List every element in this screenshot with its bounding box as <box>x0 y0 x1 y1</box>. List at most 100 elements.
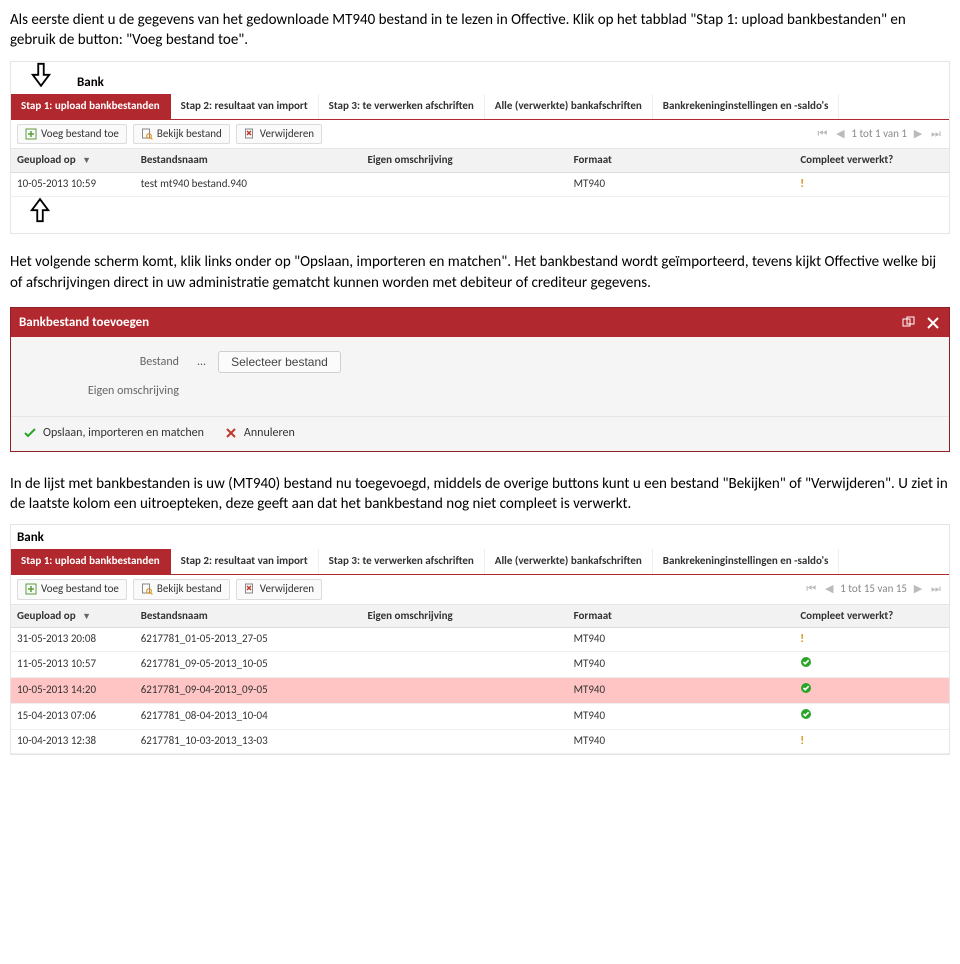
delete-file-button[interactable]: Verwijderen <box>236 124 322 145</box>
pager-first-icon[interactable]: ⏮ <box>804 582 818 596</box>
cell-complete: ! <box>794 628 949 652</box>
pager-first-icon[interactable]: ⏮ <box>815 127 829 141</box>
plus-icon <box>25 583 37 595</box>
tab2-settings[interactable]: Bankrekeninginstellingen en -saldo's <box>653 549 840 574</box>
add-file-button-2[interactable]: Voeg bestand toe <box>17 579 127 600</box>
document-search-icon <box>141 583 153 595</box>
cell-omschr <box>361 652 567 678</box>
pager-prev-icon[interactable]: ◀ <box>833 127 847 141</box>
bank-section-title-2: Bank <box>11 525 949 549</box>
tab2-all[interactable]: Alle (verwerkte) bankafschriften <box>485 549 653 574</box>
intro-paragraph-1: Als eerste dient u de gegevens van het g… <box>10 10 950 51</box>
pager-last-icon[interactable]: ⏭ <box>929 582 943 596</box>
bank-section-title: Bank <box>71 70 110 94</box>
maximize-icon[interactable] <box>901 315 917 331</box>
col-geupload[interactable]: Geupload op ▼ <box>11 149 135 172</box>
check-circle-icon <box>800 658 812 671</box>
cell-format: MT940 <box>568 173 795 197</box>
files-table: Geupload op ▼ Bestandsnaam Eigen omschri… <box>11 149 949 197</box>
cell-format: MT940 <box>568 678 795 704</box>
cell-name: 6217781_10-03-2013_13-03 <box>135 729 362 753</box>
table-row[interactable]: 10-04-2013 12:386217781_10-03-2013_13-03… <box>11 729 949 753</box>
add-file-label: Voeg bestand toe <box>41 127 119 142</box>
col-bestandsnaam[interactable]: Bestandsnaam <box>135 149 362 172</box>
table-row[interactable]: 11-05-2013 10:576217781_09-05-2013_10-05… <box>11 652 949 678</box>
document-search-icon <box>141 128 153 140</box>
label-bestand: Bestand <box>27 354 197 370</box>
tab2-step3[interactable]: Stap 3: te verwerken afschriften <box>319 549 485 574</box>
save-import-match-button[interactable]: Opslaan, importeren en matchen <box>23 425 204 441</box>
pager-text: 1 tot 1 van 1 <box>851 127 907 142</box>
tab-settings[interactable]: Bankrekeninginstellingen en -saldo's <box>653 94 840 119</box>
cancel-button[interactable]: Annuleren <box>224 425 295 441</box>
cell-complete <box>794 652 949 678</box>
dialog-body: Bestand ... Selecteer bestand Eigen omsc… <box>11 337 949 415</box>
arrow-up-icon <box>29 197 51 223</box>
cancel-label: Annuleren <box>244 425 295 441</box>
cell-complete <box>794 678 949 704</box>
tab-strip: Stap 1: upload bankbestanden Stap 2: res… <box>11 94 949 120</box>
cell-omschr <box>361 703 567 729</box>
tab2-step1[interactable]: Stap 1: upload bankbestanden <box>11 549 171 574</box>
exclamation-icon: ! <box>800 177 804 190</box>
col-formaat[interactable]: Formaat <box>568 149 795 172</box>
table-row[interactable]: 10-05-2013 14:206217781_09-04-2013_09-05… <box>11 678 949 704</box>
cell-date: 31-05-2013 20:08 <box>11 628 135 652</box>
table-row[interactable]: 10-05-2013 10:59 test mt940 bestand.940 … <box>11 173 949 197</box>
view-file-label: Bekijk bestand <box>157 582 222 597</box>
cell-omschr <box>361 173 567 197</box>
select-file-button[interactable]: Selecteer bestand <box>218 351 341 373</box>
view-file-button-2[interactable]: Bekijk bestand <box>133 579 230 600</box>
col2-formaat[interactable]: Formaat <box>568 605 795 628</box>
pager-prev-icon[interactable]: ◀ <box>822 582 836 596</box>
screenshot-bank-step1-filled: Bank Stap 1: upload bankbestanden Stap 2… <box>10 524 950 754</box>
table-row[interactable]: 15-04-2013 07:066217781_08-04-2013_10-04… <box>11 703 949 729</box>
pager-text-2: 1 tot 15 van 15 <box>840 582 907 597</box>
intro-paragraph-2: Het volgende scherm komt, klik links ond… <box>10 252 950 293</box>
cell-date: 10-05-2013 10:59 <box>17 177 96 190</box>
col2-compleet[interactable]: Compleet verwerkt? <box>794 605 949 628</box>
delete-file-label: Verwijderen <box>260 582 314 597</box>
cell-format: MT940 <box>568 729 795 753</box>
label-omschrijving: Eigen omschrijving <box>27 383 197 399</box>
cell-omschr <box>361 628 567 652</box>
pager: ⏮ ◀ 1 tot 1 van 1 ▶ ⏭ <box>815 127 943 142</box>
add-file-button[interactable]: Voeg bestand toe <box>17 124 127 145</box>
view-file-label: Bekijk bestand <box>157 127 222 142</box>
bestand-value: ... <box>197 354 206 370</box>
plus-icon <box>25 128 37 140</box>
delete-file-label: Verwijderen <box>260 127 314 142</box>
delete-file-button-2[interactable]: Verwijderen <box>236 579 322 600</box>
col2-geupload-label: Geupload op <box>17 609 76 622</box>
pager-next-icon[interactable]: ▶ <box>911 127 925 141</box>
cell-date: 11-05-2013 10:57 <box>11 652 135 678</box>
cell-omschr <box>361 729 567 753</box>
delete-icon <box>244 583 256 595</box>
cell-name: test mt940 bestand.940 <box>135 173 362 197</box>
close-icon[interactable] <box>925 315 941 331</box>
col2-geupload[interactable]: Geupload op ▼ <box>11 605 135 628</box>
dialog-title: Bankbestand toevoegen <box>19 314 149 332</box>
tab-step3[interactable]: Stap 3: te verwerken afschriften <box>319 94 485 119</box>
tab-all[interactable]: Alle (verwerkte) bankafschriften <box>485 94 653 119</box>
cell-name: 6217781_09-05-2013_10-05 <box>135 652 362 678</box>
col-compleet[interactable]: Compleet verwerkt? <box>794 149 949 172</box>
view-file-button[interactable]: Bekijk bestand <box>133 124 230 145</box>
cell-complete <box>794 703 949 729</box>
pager-next-icon[interactable]: ▶ <box>911 582 925 596</box>
col2-omschrijving[interactable]: Eigen omschrijving <box>361 605 567 628</box>
cell-complete: ! <box>794 729 949 753</box>
tab2-step2[interactable]: Stap 2: resultaat van import <box>171 549 319 574</box>
table-row[interactable]: 31-05-2013 20:086217781_01-05-2013_27-05… <box>11 628 949 652</box>
dialog-actions: Opslaan, importeren en matchen Annuleren <box>11 416 949 451</box>
tab-step1[interactable]: Stap 1: upload bankbestanden <box>11 94 171 119</box>
sort-desc-icon: ▼ <box>82 155 91 166</box>
tab-step2[interactable]: Stap 2: resultaat van import <box>171 94 319 119</box>
save-import-match-label: Opslaan, importeren en matchen <box>43 425 204 441</box>
col-omschrijving[interactable]: Eigen omschrijving <box>361 149 567 172</box>
exclamation-icon: ! <box>800 734 804 747</box>
col2-bestandsnaam[interactable]: Bestandsnaam <box>135 605 362 628</box>
pager-last-icon[interactable]: ⏭ <box>929 127 943 141</box>
cell-name: 6217781_01-05-2013_27-05 <box>135 628 362 652</box>
cell-format: MT940 <box>568 703 795 729</box>
